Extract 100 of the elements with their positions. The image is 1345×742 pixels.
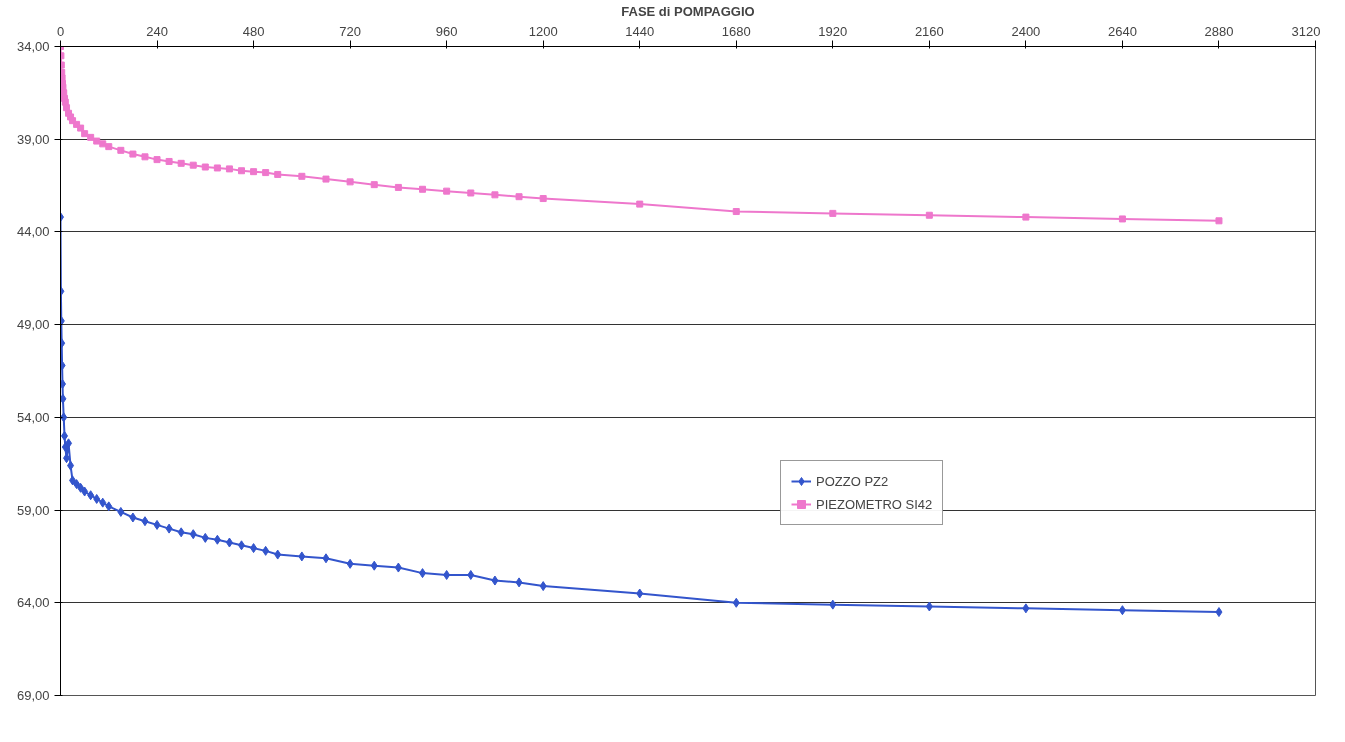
- y-tick-label: 59,00: [16, 502, 50, 518]
- point: [636, 588, 644, 599]
- point: [63, 104, 71, 112]
- point: [925, 211, 933, 219]
- x-tick-label: 1680: [721, 23, 751, 39]
- point: [346, 558, 354, 569]
- point: [491, 575, 499, 586]
- point: [515, 577, 523, 588]
- point: [419, 568, 427, 579]
- point: [87, 133, 95, 141]
- point: [189, 161, 197, 169]
- point: [346, 178, 354, 186]
- point: [129, 512, 137, 523]
- point: [515, 193, 523, 201]
- x-tick-label: 240: [146, 23, 168, 39]
- x-tick-label: 1440: [625, 23, 655, 39]
- point: [213, 164, 221, 172]
- point: [60, 412, 68, 423]
- point: [250, 168, 258, 176]
- point: [99, 497, 107, 508]
- point: [153, 519, 161, 530]
- x-tick-label: 2400: [1011, 23, 1041, 39]
- point: [491, 191, 499, 199]
- x-tick-label: 1200: [528, 23, 558, 39]
- point: [141, 516, 149, 527]
- x-tick-label: 0: [56, 23, 65, 39]
- y-tick-label: 54,00: [16, 409, 50, 425]
- point: [1022, 603, 1030, 614]
- x-tick-label: 3120: [1291, 23, 1321, 39]
- x-tick-label: 2160: [914, 23, 944, 39]
- point: [274, 549, 282, 560]
- legend-label: POZZO PZ2: [816, 473, 889, 489]
- point: [238, 540, 246, 551]
- point: [1118, 215, 1126, 223]
- y-tick-label: 39,00: [16, 131, 50, 147]
- point: [61, 430, 69, 441]
- x-tick-label: 720: [339, 23, 361, 39]
- point: [1215, 217, 1223, 225]
- point: [93, 493, 101, 504]
- point: [105, 143, 113, 151]
- point: [298, 172, 306, 180]
- point: [394, 562, 402, 573]
- point: [1215, 607, 1223, 618]
- point: [238, 167, 246, 175]
- point: [732, 597, 740, 608]
- point: [201, 163, 209, 171]
- point: [77, 482, 85, 493]
- point: [467, 569, 475, 580]
- y-tick-label: 69,00: [16, 688, 50, 703]
- point: [177, 527, 185, 538]
- point: [829, 209, 837, 217]
- x-tick-label: 480: [242, 23, 265, 39]
- point: [105, 501, 113, 512]
- point: [1118, 605, 1126, 616]
- point: [250, 543, 258, 554]
- point: [225, 537, 233, 548]
- point: [177, 159, 185, 167]
- point: [129, 150, 137, 158]
- x-tick-label: 2880: [1204, 23, 1234, 39]
- point: [443, 187, 451, 195]
- point: [829, 599, 837, 610]
- point: [443, 569, 451, 580]
- point: [165, 523, 173, 534]
- point: [274, 170, 282, 178]
- point: [732, 208, 740, 216]
- x-axis-title: FASE di POMPAGGIO: [621, 3, 755, 19]
- point: [539, 195, 547, 203]
- y-tick-label: 34,00: [16, 39, 50, 54]
- point: [99, 140, 107, 148]
- y-tick-label: 49,00: [16, 317, 50, 333]
- point: [81, 486, 89, 497]
- point: [394, 183, 402, 191]
- point: [298, 551, 306, 562]
- point: [370, 181, 378, 189]
- point: [67, 460, 75, 471]
- point: [636, 200, 644, 208]
- point: [153, 156, 161, 164]
- point: [189, 529, 197, 540]
- x-tick-label: 2640: [1107, 23, 1137, 39]
- point: [467, 189, 475, 197]
- point: [1022, 213, 1030, 221]
- point: [87, 490, 95, 501]
- point: [419, 185, 427, 193]
- legend-label: PIEZOMETRO SI42: [816, 496, 933, 512]
- point: [81, 130, 89, 138]
- y-tick-label: 64,00: [16, 595, 50, 611]
- y-tick-label: 44,00: [16, 224, 50, 240]
- x-tick-label: 960: [435, 23, 458, 39]
- point: [225, 165, 233, 173]
- point: [117, 506, 125, 517]
- point: [322, 553, 330, 564]
- point: [370, 560, 378, 571]
- x-tick-label: 1920: [818, 23, 848, 39]
- point: [213, 534, 221, 545]
- point: [201, 532, 209, 543]
- point: [61, 98, 69, 106]
- point: [165, 157, 173, 165]
- point: [925, 601, 933, 612]
- point: [141, 153, 149, 161]
- point: [322, 175, 330, 183]
